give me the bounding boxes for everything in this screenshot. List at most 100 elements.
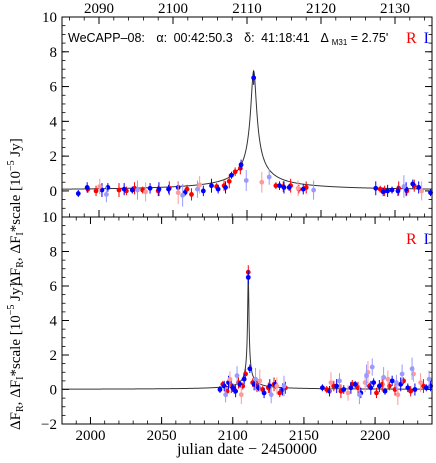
- top-y-tick-label: 10: [42, 10, 57, 26]
- bot-data-point: [409, 366, 415, 372]
- bot-y-tick-label: 10: [42, 210, 57, 226]
- top-data-point: [97, 184, 103, 189]
- top-data-point: [410, 181, 416, 187]
- top-data-point: [273, 183, 279, 189]
- bot-y-tick-label: 4: [50, 314, 58, 330]
- top-panel: 2090 2100 2110 2120 2130 0 2 4 6 8 10 WeCAPP–08: …: [42, 1, 433, 218]
- bot-data-point: [268, 392, 274, 398]
- bot-data-point: [328, 380, 334, 385]
- top-data-point: [419, 188, 425, 194]
- bot-x-tick-label: 2050: [147, 428, 177, 444]
- bot-y-tick-label: 6: [50, 279, 58, 295]
- delta-value: 41:18:41: [261, 31, 310, 45]
- bot-data-point: [364, 373, 369, 379]
- bot-data-point: [334, 383, 340, 389]
- top-data-point: [175, 190, 181, 196]
- bot-data-point: [281, 383, 287, 389]
- bottom-panel: 2000 2050 2100 2150 2200 −2 0 2 4 6 8 10 R I julia…: [41, 210, 433, 458]
- bottom-plot-frame: [61, 216, 433, 425]
- top-data-point: [147, 185, 153, 191]
- top-data-point: [75, 191, 81, 196]
- top-x-tick-label: 2130: [380, 1, 410, 17]
- bottom-legend-r: R: [406, 231, 417, 248]
- bot-data-point: [257, 378, 263, 384]
- top-series-1: [75, 70, 433, 197]
- top-data-point: [84, 185, 90, 190]
- top-data-point: [416, 185, 422, 190]
- top-series-3: [104, 169, 407, 207]
- bot-y-tick-label: 0: [50, 383, 58, 399]
- bottom-tick-marks: [61, 216, 433, 425]
- top-data-point: [281, 185, 287, 190]
- bot-data-point: [238, 392, 244, 398]
- top-x-tick-label: 2100: [158, 1, 188, 17]
- top-data-point: [184, 186, 190, 192]
- top-y-tick-label: 0: [50, 184, 58, 200]
- top-data-point: [259, 179, 265, 185]
- bot-y-tick-label: 8: [50, 245, 58, 261]
- object-name: WeCAPP–08:: [68, 31, 145, 45]
- bot-series-1: [217, 270, 433, 399]
- bot-data-point: [423, 385, 429, 391]
- top-data-point: [215, 186, 221, 192]
- bot-data-point: [395, 392, 401, 398]
- bot-data-point: [426, 376, 432, 382]
- bot-series-0: [220, 265, 426, 399]
- top-data-point: [373, 185, 379, 191]
- top-data-point: [104, 191, 109, 197]
- top-y-tick-label: 8: [50, 45, 58, 61]
- top-y-axis-label: ΔFR, ΔFI*scale [10−5 Jy]: [6, 138, 26, 285]
- top-data-point: [401, 184, 407, 189]
- top-x-tick-label: 2090: [84, 1, 114, 17]
- bot-series-3: [223, 357, 432, 405]
- alpha-value: 00:42:50.3: [174, 31, 233, 45]
- bot-data-point: [399, 371, 405, 377]
- bot-data-point: [217, 387, 223, 392]
- top-y-tick-label: 6: [50, 80, 58, 96]
- distance-value: = 2.75': [351, 31, 389, 45]
- bot-data-point: [247, 366, 253, 372]
- top-series-0: [85, 162, 417, 201]
- top-data-point: [121, 186, 127, 192]
- top-data-point: [116, 187, 122, 193]
- bot-data-point: [261, 390, 267, 396]
- top-data-point: [385, 188, 390, 194]
- bot-data-point: [274, 383, 280, 389]
- bot-data-point: [374, 390, 379, 396]
- bot-data-point: [234, 373, 240, 379]
- bot-y-tick-label: −2: [41, 417, 57, 433]
- bot-data-point: [345, 390, 351, 396]
- top-data-point: [209, 183, 214, 189]
- top-data-point: [229, 172, 234, 178]
- top-data-point: [180, 192, 186, 198]
- bot-model-line: [62, 270, 432, 390]
- bot-data-point: [376, 383, 382, 389]
- top-data-point: [251, 75, 257, 81]
- bot-data-point: [412, 387, 418, 392]
- alpha-label: α:: [156, 31, 167, 45]
- bot-data-point: [253, 376, 258, 382]
- top-data-point: [226, 178, 232, 184]
- bot-data-point: [352, 381, 358, 387]
- bot-data-point: [381, 375, 387, 380]
- bot-data-point: [223, 392, 229, 398]
- bot-y-tick-label: 2: [50, 348, 58, 364]
- bot-data-point: [230, 385, 236, 391]
- bot-data-point: [227, 376, 233, 382]
- bot-data-point: [405, 385, 411, 391]
- bot-data-point: [371, 380, 377, 385]
- top-x-tick-label: 2110: [232, 1, 261, 17]
- top-data-point: [223, 185, 228, 190]
- top-data-point: [243, 178, 249, 183]
- top-data-point: [238, 162, 244, 168]
- bot-data-point: [348, 385, 354, 391]
- bottom-legend: R I: [406, 231, 429, 248]
- top-x-tick-labels: 2090 2100 2110 2120 2130: [84, 1, 410, 17]
- bot-data-point: [369, 364, 375, 370]
- bot-data-point: [245, 274, 251, 280]
- top-data-point: [395, 188, 401, 194]
- top-data-point: [311, 187, 316, 193]
- top-model-curve: [62, 69, 432, 190]
- top-data-point: [200, 188, 206, 194]
